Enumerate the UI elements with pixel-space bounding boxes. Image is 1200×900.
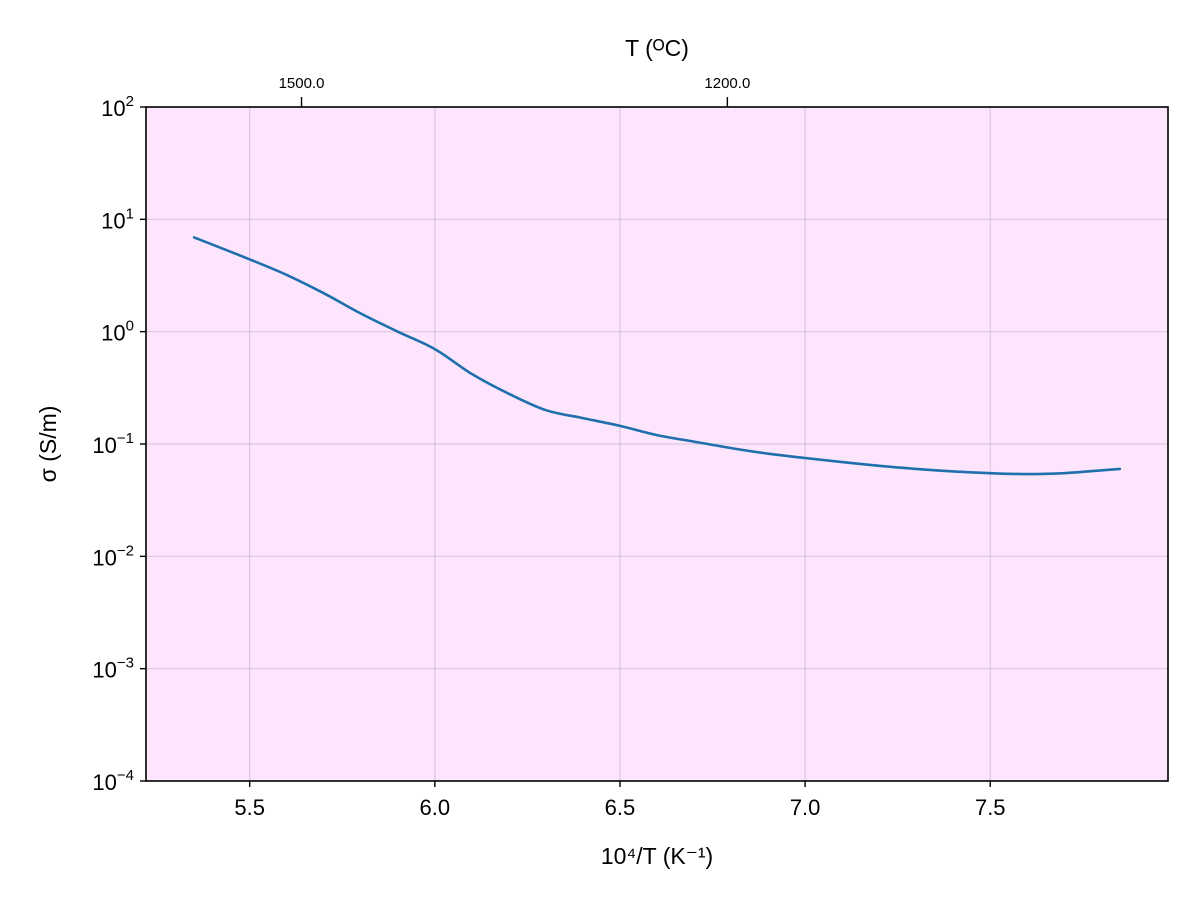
top-tick-label: 1200.0 [704,75,750,92]
y-tick-label: 10−1 [92,430,134,458]
y-tick-label: 102 [101,93,134,121]
x-axis-top: 1500.0 1200.0 [279,75,750,107]
top-axis-title: T (ᴼC) [625,35,689,61]
y-axis: 10−4 10−3 10−2 10−1 100 101 102 [92,93,146,795]
y-tick-label: 101 [101,205,134,233]
series-line [192,236,1122,476]
x-tick-label: 7.5 [975,795,1006,820]
series-layer [192,236,1122,476]
y-tick-label: 10−4 [92,767,134,795]
y-tick-label: 10−2 [92,542,134,570]
y-axis-title: σ (S/m) [35,406,61,483]
x-tick-label: 7.0 [790,795,821,820]
x-axis-title: 10⁴/T (K⁻¹) [601,843,713,869]
x-tick-label: 6.0 [420,795,451,820]
y-tick-label: 10−3 [92,655,134,683]
x-axis-bottom: 5.5 6.0 6.5 7.0 7.5 [234,781,1006,820]
x-tick-label: 6.5 [605,795,636,820]
x-tick-label: 5.5 [234,795,265,820]
grid-lines [146,106,1168,782]
plot-area [146,107,1168,781]
y-tick-label: 100 [101,318,134,346]
top-tick-label: 1500.0 [279,75,325,92]
